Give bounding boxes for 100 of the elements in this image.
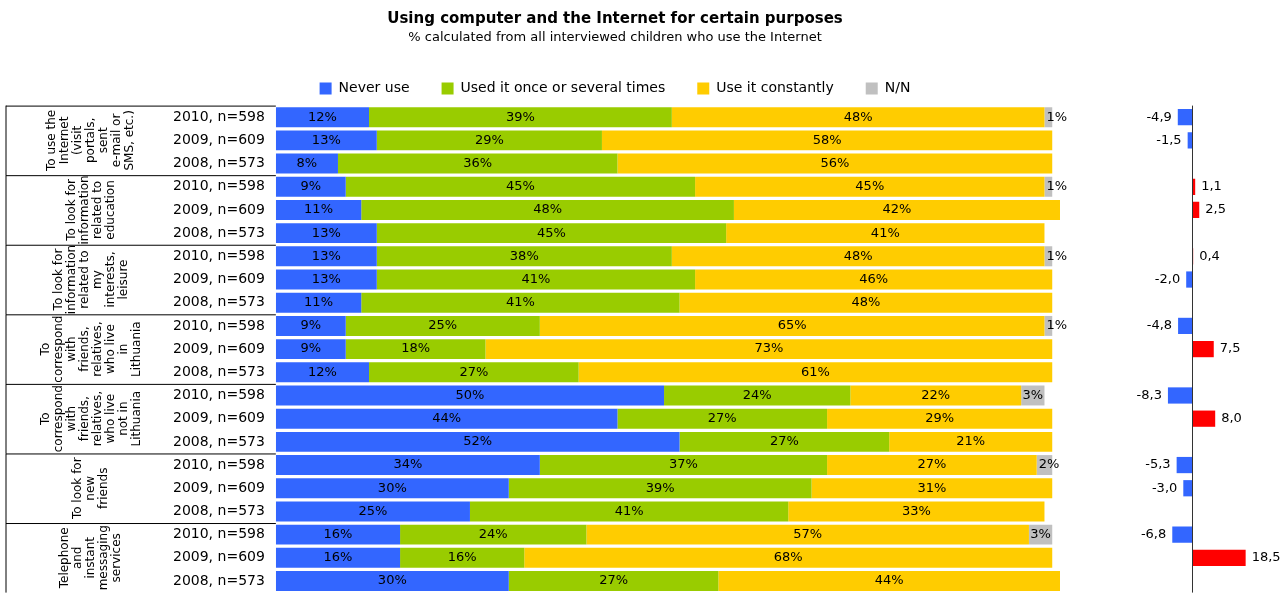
data-label: -5,3 xyxy=(1145,456,1171,472)
data-label: 56% xyxy=(820,154,850,170)
text: To correspond with friends, relatives, who live not in Lithuania xyxy=(37,385,143,453)
data-label: 34% xyxy=(393,456,423,472)
data-label: 41% xyxy=(505,294,535,310)
data-label: 25% xyxy=(428,317,458,333)
data-label: 48% xyxy=(851,294,881,310)
data-label: 7,5 xyxy=(1219,340,1241,356)
data-label: 27% xyxy=(599,572,629,588)
data-label: 24% xyxy=(478,526,508,541)
data-label: 42% xyxy=(882,201,912,217)
data-label: 1% xyxy=(1046,178,1068,194)
data-label: 18,5 xyxy=(1251,549,1281,565)
data-label: 37% xyxy=(669,456,698,472)
data-label: 13% xyxy=(311,270,341,286)
data-label: 46% xyxy=(859,270,889,286)
data-label: 27% xyxy=(769,433,799,449)
data-label: 1% xyxy=(1046,317,1068,333)
chart-subtitle: % calculated from all interviewed children who use the Internet xyxy=(408,29,822,45)
legend-label: Use it constantly xyxy=(716,79,834,96)
text: Telephone and instant messaging services xyxy=(57,525,124,591)
data-label: 9% xyxy=(300,317,322,333)
data-label: 61% xyxy=(800,363,830,379)
y-tick-label: 2008, n=573 xyxy=(173,432,265,449)
data-label: 3% xyxy=(1022,386,1044,402)
y-tick-label: 2009, n=609 xyxy=(173,200,265,217)
y-tick-label: 2008, n=573 xyxy=(173,223,265,240)
data-label: 52% xyxy=(463,433,493,449)
legend-label: Used it once or several times xyxy=(460,79,666,96)
data-label: -6,8 xyxy=(1140,526,1167,541)
y-tick-label: 2010, n=598 xyxy=(173,316,265,333)
data-label: 9% xyxy=(300,340,322,356)
data-label: -4,8 xyxy=(1146,317,1173,333)
data-label: 16% xyxy=(323,526,353,541)
data-label: 27% xyxy=(707,410,737,426)
y-tick-label: 2008, n=573 xyxy=(173,571,265,588)
data-label: -4,9 xyxy=(1146,108,1172,124)
data-label: 24% xyxy=(742,386,772,402)
data-label: 13% xyxy=(311,247,341,263)
data-label: 13% xyxy=(311,131,341,147)
y-tick-label: 2010, n=598 xyxy=(173,246,265,263)
y-tick-label: 2009, n=609 xyxy=(173,548,265,565)
data-label: 11% xyxy=(304,294,334,310)
data-label: 29% xyxy=(474,131,504,147)
data-label: 21% xyxy=(956,433,986,449)
data-label: 50% xyxy=(455,386,485,402)
data-label: -8,3 xyxy=(1136,386,1162,402)
data-label: 30% xyxy=(377,479,407,495)
data-label: 29% xyxy=(925,410,955,426)
y-tick-label: 2010, n=598 xyxy=(173,386,265,403)
data-label: 27% xyxy=(917,456,947,472)
y-tick-label: 2010, n=598 xyxy=(173,107,265,124)
data-label: 9% xyxy=(300,178,322,194)
data-label: 1% xyxy=(1046,108,1068,124)
y-tick-label: 2009, n=609 xyxy=(173,478,265,495)
data-label: 48% xyxy=(843,247,873,263)
data-label: 44% xyxy=(432,410,462,426)
text: To look for information related to my interests, leisure xyxy=(50,244,130,315)
y-tick-label: 2008, n=573 xyxy=(173,154,265,171)
data-label: 57% xyxy=(793,526,823,541)
data-label: 65% xyxy=(777,317,807,333)
data-label: 8% xyxy=(296,154,318,170)
y-tick-label: 2008, n=573 xyxy=(173,293,265,310)
data-label: 41% xyxy=(614,502,644,518)
y-tick-label: 2009, n=609 xyxy=(173,409,265,426)
data-label: 2% xyxy=(1038,456,1060,472)
data-label: 68% xyxy=(773,549,803,565)
data-label: 11% xyxy=(304,201,334,217)
data-label: -1,5 xyxy=(1156,131,1182,147)
data-label: 1% xyxy=(1046,247,1068,263)
legend-label: N/N xyxy=(884,79,911,96)
data-label: 44% xyxy=(874,572,904,588)
data-label: -2,0 xyxy=(1154,270,1181,286)
data-label: 36% xyxy=(463,154,493,170)
data-label: 27% xyxy=(459,363,489,379)
y-tick-label: 2010, n=598 xyxy=(173,525,265,542)
data-label: 41% xyxy=(521,270,551,286)
text: To look for new friends xyxy=(70,457,111,521)
data-label: 0,4 xyxy=(1199,247,1220,263)
data-label: -3,0 xyxy=(1151,479,1178,495)
y-tick-label: 2010, n=598 xyxy=(173,455,265,472)
data-label: 3% xyxy=(1030,526,1051,541)
data-label: 39% xyxy=(645,479,675,495)
y-tick-label: 2009, n=609 xyxy=(173,270,265,287)
chart-title: Using computer and the Internet for certain purposes xyxy=(387,8,843,27)
data-label: 39% xyxy=(505,108,535,124)
data-label: 58% xyxy=(812,131,842,147)
data-label: 2,5 xyxy=(1205,201,1226,217)
data-label: 38% xyxy=(509,247,539,263)
y-tick-label: 2010, n=598 xyxy=(173,177,265,194)
text: To look for information related to education xyxy=(63,175,117,245)
data-label: 8,0 xyxy=(1221,410,1242,426)
data-label: 33% xyxy=(901,502,931,518)
data-label: 45% xyxy=(855,178,885,194)
data-label: 41% xyxy=(870,224,900,240)
data-label: 13% xyxy=(311,224,341,240)
data-label: 12% xyxy=(307,363,337,379)
data-label: 48% xyxy=(533,201,563,217)
legend-label: Never use xyxy=(338,79,410,96)
text: To use the Internet (visit portals, sent e-mail or SMS, etc.) xyxy=(44,109,137,172)
